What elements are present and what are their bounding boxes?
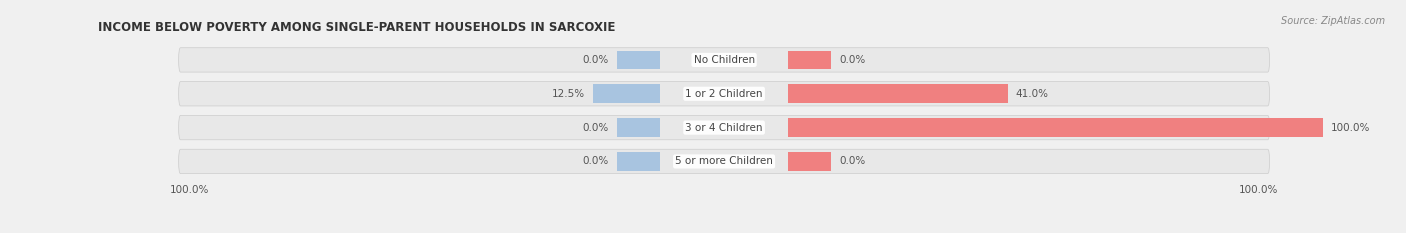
Text: 0.0%: 0.0% — [583, 123, 609, 133]
Text: 3 or 4 Children: 3 or 4 Children — [685, 123, 763, 133]
Bar — [617, 51, 659, 69]
FancyBboxPatch shape — [179, 115, 1270, 140]
Text: 0.0%: 0.0% — [839, 156, 865, 166]
Text: 5 or more Children: 5 or more Children — [675, 156, 773, 166]
Text: 0.0%: 0.0% — [583, 156, 609, 166]
FancyBboxPatch shape — [179, 149, 1270, 174]
Text: 0.0%: 0.0% — [839, 55, 865, 65]
FancyBboxPatch shape — [179, 82, 1270, 106]
Text: No Children: No Children — [693, 55, 755, 65]
Bar — [789, 152, 831, 171]
Bar — [789, 51, 831, 69]
Bar — [593, 84, 659, 103]
Text: Source: ZipAtlas.com: Source: ZipAtlas.com — [1281, 16, 1385, 26]
Text: 100.0%: 100.0% — [1331, 123, 1371, 133]
Bar — [789, 84, 1008, 103]
FancyBboxPatch shape — [179, 48, 1270, 72]
Text: 41.0%: 41.0% — [1015, 89, 1049, 99]
Text: 0.0%: 0.0% — [583, 55, 609, 65]
Bar — [789, 118, 1323, 137]
Bar — [617, 118, 659, 137]
Text: INCOME BELOW POVERTY AMONG SINGLE-PARENT HOUSEHOLDS IN SARCOXIE: INCOME BELOW POVERTY AMONG SINGLE-PARENT… — [98, 21, 616, 34]
Text: 12.5%: 12.5% — [553, 89, 585, 99]
Bar — [617, 152, 659, 171]
Text: 1 or 2 Children: 1 or 2 Children — [685, 89, 763, 99]
